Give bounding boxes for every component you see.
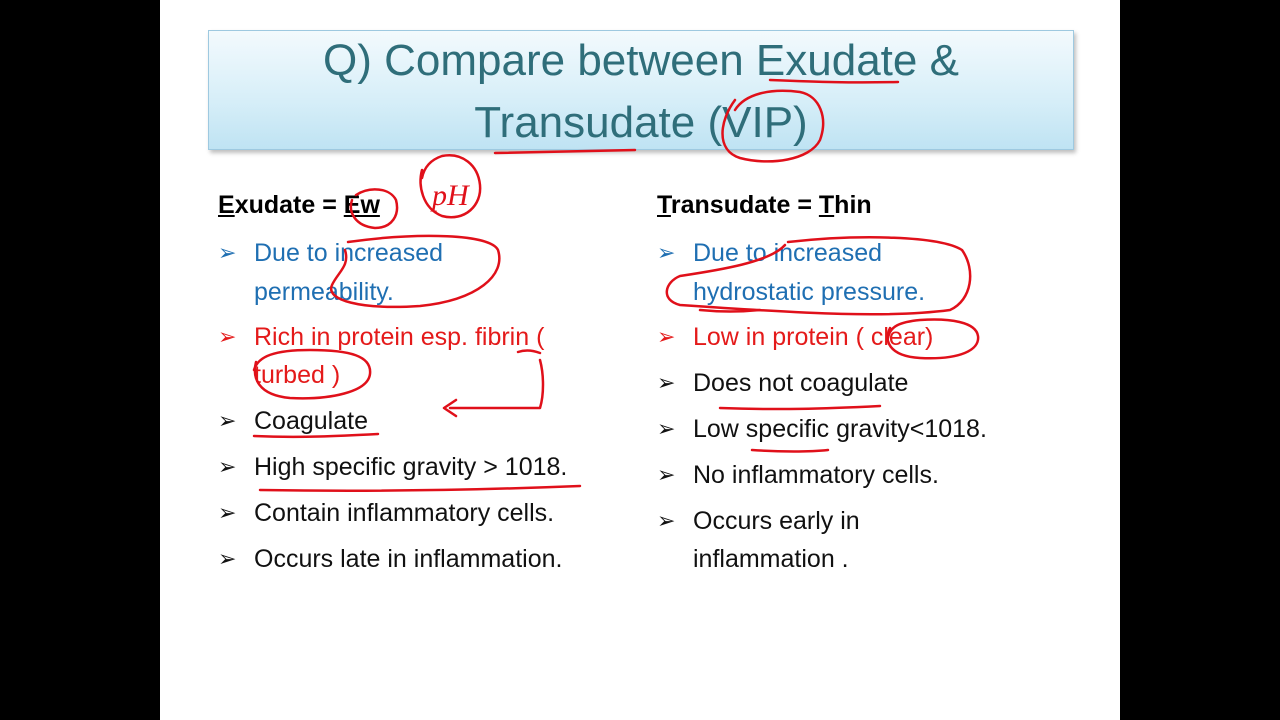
title-line-1: Q) Compare between Exudate & xyxy=(323,36,959,85)
bullet-icon: ➢ xyxy=(657,324,676,349)
coagulate-underline-stroke-2 xyxy=(718,404,882,411)
arrow-stroke xyxy=(448,358,545,410)
bullet-icon: ➢ xyxy=(218,500,237,525)
item-text: Rich in protein esp. fibrin ( xyxy=(254,323,545,351)
arrow-head-stroke xyxy=(442,398,458,418)
bullet-icon: ➢ xyxy=(657,508,676,533)
bullet-icon: ➢ xyxy=(657,370,676,395)
item-text-cont: turbed ) xyxy=(254,361,341,389)
specific-underline-stroke xyxy=(750,448,830,453)
exudate-heading: Exudate = Ew xyxy=(218,186,638,224)
title-line-2: Transudate (VIP) xyxy=(474,98,808,147)
bullet-icon: ➢ xyxy=(218,546,237,571)
item-text: Low in protein ( clear) xyxy=(693,323,934,351)
transudate-column: Transudate = Thin ➢ Due to increased hyd… xyxy=(657,186,1077,573)
title-box: Q) Compare between Exudate & Transudate … xyxy=(208,30,1074,150)
item-text: Contain inflammatory cells. xyxy=(254,499,555,527)
item-text: Due to increased xyxy=(693,239,883,267)
item-text: Due to increased xyxy=(254,239,444,267)
item-text: No inflammatory cells. xyxy=(693,461,939,489)
item-text-cont: hydrostatic pressure. xyxy=(693,278,926,306)
item-text: Does not coagulate xyxy=(693,369,909,397)
exudate-column: Exudate = Ew ➢ Due to increased permeabi… xyxy=(218,186,638,573)
bullet-icon: ➢ xyxy=(218,240,237,265)
gravity-underline-stroke xyxy=(258,484,582,493)
exudate-heading-initial: E xyxy=(218,191,235,219)
exudate-heading-rest: xudate = xyxy=(234,191,344,219)
transudate-heading-key-rest: hin xyxy=(834,191,872,219)
title-underline-stroke-2 xyxy=(493,148,637,155)
transudate-heading-initial: T xyxy=(657,191,671,219)
slide: Q) Compare between Exudate & Transudate … xyxy=(160,0,1120,720)
exudate-heading-key: Ew xyxy=(343,191,380,219)
bullet-icon: ➢ xyxy=(218,454,237,479)
item-text: Low specific gravity<1018. xyxy=(693,415,987,443)
item-text: Occurs late in inflammation. xyxy=(254,545,563,573)
item-text-cont: inflammation . xyxy=(693,545,849,573)
bullet-icon: ➢ xyxy=(657,462,676,487)
item-text: High specific gravity > 1018. xyxy=(254,453,568,481)
item-text: Coagulate xyxy=(254,407,368,435)
item-text-cont: permeability. xyxy=(254,278,394,306)
transudate-heading: Transudate = Thin xyxy=(657,186,1077,224)
bullet-icon: ➢ xyxy=(218,408,237,433)
transudate-heading-rest: ransudate = xyxy=(670,191,819,219)
item-text: Occurs early in xyxy=(693,507,860,535)
bullet-icon: ➢ xyxy=(657,240,676,265)
bullet-icon: ➢ xyxy=(657,416,676,441)
transudate-heading-key-initial: T xyxy=(818,191,835,219)
bullet-icon: ➢ xyxy=(218,324,237,349)
